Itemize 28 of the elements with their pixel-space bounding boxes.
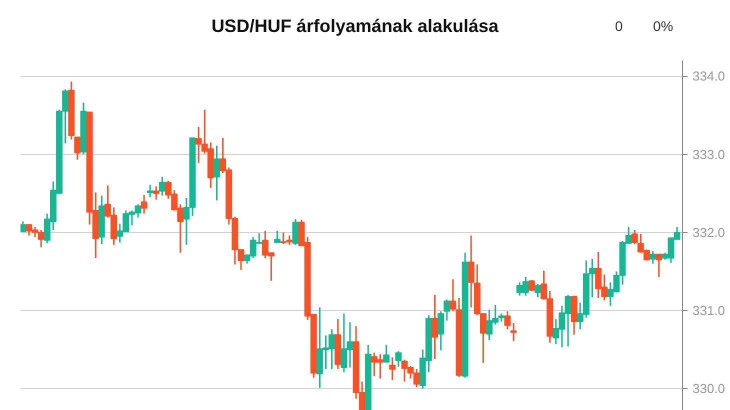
candlestick [274,230,281,244]
candlestick [432,294,438,360]
candlestick [528,279,535,292]
candlestick [146,184,154,198]
candlestick [438,310,444,352]
y-tick-label: 331.0 [692,303,726,318]
candlestick [383,344,390,363]
candlestick [152,186,160,200]
candlestick [292,218,299,246]
chart-title: USD/HUF árfolyamának alakulása [211,15,499,38]
y-tick-label: 334.0 [692,68,726,84]
candlestick [389,356,396,381]
candlestick [20,220,26,232]
candlestick [534,283,541,298]
candlestick [650,250,656,264]
candlestick [214,144,220,202]
candlestick [140,194,148,214]
candlestick [510,322,517,342]
candlestick [159,176,166,196]
text: 0 [615,17,623,36]
y-tick-label: 333.0 [692,146,726,162]
candlestick [444,298,450,322]
candlestick [395,350,402,368]
candlestick [656,254,662,278]
text: 0% [653,17,674,36]
y-tick-label: 332.0 [692,224,726,240]
candlestick [504,310,511,330]
y-tick-label: 330.0 [692,381,726,396]
